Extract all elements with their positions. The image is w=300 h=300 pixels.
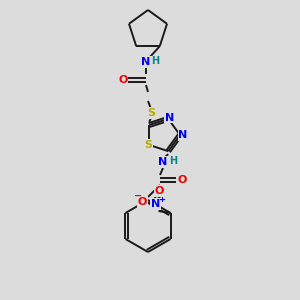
Text: N: N (158, 157, 168, 167)
Text: −: − (134, 191, 142, 201)
Text: N: N (151, 199, 160, 209)
Text: H: H (151, 56, 159, 66)
Text: N: N (141, 57, 151, 67)
Text: N: N (178, 130, 188, 140)
Text: H: H (169, 156, 177, 166)
Text: O: O (138, 197, 147, 207)
Text: O: O (118, 75, 128, 85)
Text: O: O (155, 186, 164, 196)
Text: O: O (177, 175, 187, 185)
Text: +: + (158, 194, 165, 203)
Text: S: S (147, 108, 155, 118)
Text: N: N (165, 113, 174, 123)
Text: S: S (144, 140, 152, 150)
